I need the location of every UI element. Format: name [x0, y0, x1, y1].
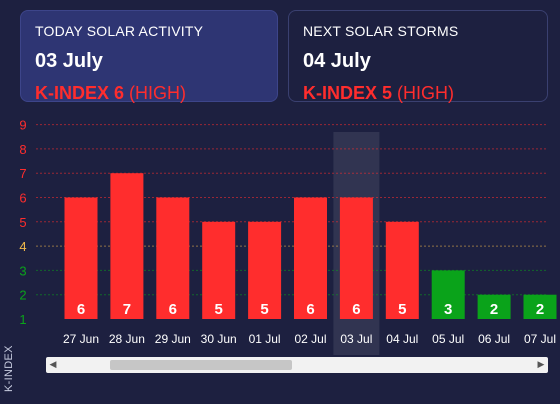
- y-tick-label: 2: [19, 288, 26, 303]
- bar: [64, 197, 98, 319]
- y-tick-label: 9: [19, 120, 26, 133]
- y-tick-label: 6: [19, 191, 26, 206]
- today-k-index-value: K-INDEX 6: [35, 83, 125, 103]
- y-tick-label: 7: [19, 166, 26, 181]
- scroll-thumb[interactable]: [110, 360, 292, 370]
- chart-scrollbar[interactable]: ◀ ▶: [46, 357, 548, 373]
- bar: [294, 197, 327, 319]
- bar: [477, 294, 511, 319]
- next-k-index-value: K-INDEX 5: [303, 83, 393, 103]
- bar: [156, 197, 190, 319]
- bar-value-label: 5: [215, 301, 223, 318]
- scroll-left-icon[interactable]: ◀: [49, 360, 57, 370]
- next-storms-card: NEXT SOLAR STORMS 04 July K-INDEX 5 (HIG…: [288, 10, 548, 104]
- y-tick-label: 4: [19, 239, 26, 254]
- today-card-date: 03 July: [35, 50, 103, 72]
- x-tick-label: 06 Jul: [478, 332, 510, 346]
- today-k-index-level: (HIGH): [129, 83, 187, 103]
- y-tick-label: 1: [19, 312, 26, 327]
- next-k-index-level: (HIGH): [397, 83, 455, 103]
- x-tick-label: 27 Jun: [63, 332, 99, 346]
- bar-value-label: 6: [169, 301, 177, 318]
- bar-value-label: 7: [123, 301, 131, 318]
- x-tick-label: 05 Jul: [432, 332, 464, 346]
- today-activity-card: TODAY SOLAR ACTIVITY 03 July K-INDEX 6 (…: [20, 10, 278, 104]
- y-tick-label: 3: [19, 263, 26, 278]
- bar-value-label: 2: [490, 301, 498, 318]
- bar-value-label: 6: [306, 301, 314, 318]
- x-tick-label: 07 Jul: [524, 332, 556, 346]
- x-tick-label: 30 Jun: [201, 332, 237, 346]
- x-tick-label: 01 Jul: [249, 332, 281, 346]
- bar: [202, 221, 236, 319]
- y-tick-label: 5: [19, 215, 26, 230]
- bar-value-label: 2: [536, 301, 544, 318]
- bar-value-label: 6: [352, 301, 360, 318]
- x-tick-label: 28 Jun: [109, 332, 145, 346]
- x-tick-label: 03 Jul: [340, 332, 372, 346]
- bar: [248, 221, 282, 319]
- y-tick-label: 8: [19, 142, 26, 157]
- x-tick-label: 29 Jun: [155, 332, 191, 346]
- today-card-title: TODAY SOLAR ACTIVITY: [35, 23, 204, 39]
- bar: [110, 173, 144, 319]
- bar-value-label: 5: [398, 301, 406, 318]
- bar: [523, 294, 557, 319]
- k-index-bar-chart: 1 2 3 4 5 6 7 8 9 6 27 Jun 7 28 Jun 6 29 Jun 5 30 Jun 5 01…: [19, 120, 557, 355]
- next-card-date: 04 July: [303, 50, 371, 72]
- bar-value-label: 6: [77, 301, 85, 318]
- next-k-index: K-INDEX 5 (HIGH): [303, 83, 533, 104]
- bar-value-label: 5: [260, 301, 268, 318]
- scroll-right-icon[interactable]: ▶: [537, 360, 545, 370]
- x-tick-label: 02 Jul: [294, 332, 326, 346]
- y-axis-label: K-INDEX: [3, 345, 15, 392]
- x-tick-label: 04 Jul: [386, 332, 418, 346]
- bar-value-label: 3: [444, 301, 452, 318]
- bar: [339, 197, 373, 319]
- bar: [431, 270, 465, 319]
- bar: [385, 221, 419, 319]
- next-card-title: NEXT SOLAR STORMS: [303, 23, 459, 39]
- today-k-index: K-INDEX 6 (HIGH): [35, 83, 263, 104]
